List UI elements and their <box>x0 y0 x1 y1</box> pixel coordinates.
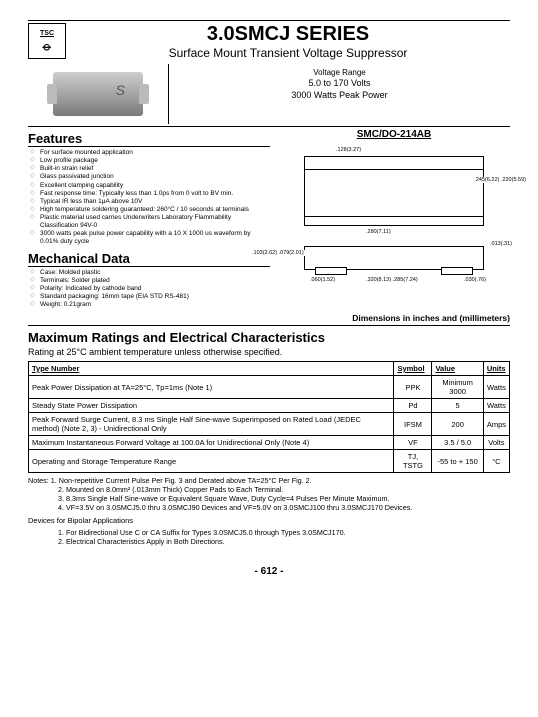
left-column: Features For surface mounted application… <box>28 127 278 323</box>
cell-units: Watts <box>483 399 509 413</box>
table-row: Peak Power Dissipation at TA=25°C, Tp=1m… <box>29 376 510 399</box>
cell-name: Maximum Instantaneous Forward Voltage at… <box>29 436 394 450</box>
table-header-row: Type Number Symbol Value Units <box>29 362 510 376</box>
cell-name: Operating and Storage Temperature Range <box>29 450 394 473</box>
mechanical-item: Weight: 0.21gram <box>30 301 270 309</box>
feature-item: 3000 watts peak pulse power capability w… <box>30 230 270 246</box>
feature-item: For surface mounted application <box>30 149 270 157</box>
feature-item: Glass passivated junction <box>30 173 270 181</box>
rating-note: Rating at 25°C ambient temperature unles… <box>28 347 510 357</box>
bipolar-item: 1. For Bidirectional Use C or CA Suffix … <box>28 528 510 537</box>
main-title: 3.0SMCJ SERIES <box>66 23 510 46</box>
table-row: Steady State Power Dissipation Pd 5 Watt… <box>29 399 510 413</box>
header: TSC ⦵ 3.0SMCJ SERIES Surface Mount Trans… <box>28 20 510 60</box>
mechanical-list: Case: Molded plastic Terminals: Solder p… <box>28 269 270 310</box>
dim-label: .013(.31) <box>489 241 513 247</box>
cell-value: 3.5 / 5.0 <box>432 436 483 450</box>
col-type: Type Number <box>29 362 394 376</box>
package-photo: S <box>28 64 168 124</box>
cell-symbol: VF <box>394 436 432 450</box>
cell-units: Amps <box>483 413 509 436</box>
dim-label: .280(7.11) <box>365 229 392 235</box>
cell-units: °C <box>483 450 509 473</box>
top-info-row: S Voltage Range 5.0 to 170 Volts 3000 Wa… <box>28 64 510 127</box>
voltage-range-line2: 3000 Watts Peak Power <box>169 90 510 102</box>
voltage-range-line1: 5.0 to 170 Volts <box>169 78 510 90</box>
col-units: Units <box>483 362 509 376</box>
divider <box>28 325 510 326</box>
note-item: 2. Mounted on 8.0mm² (.013mm Thick) Copp… <box>28 485 510 494</box>
dim-label: .128(3.27) <box>335 147 362 153</box>
title-block: 3.0SMCJ SERIES Surface Mount Transient V… <box>66 23 510 60</box>
cell-value: -55 to + 150 <box>432 450 483 473</box>
feature-item: Fast response time: Typically less than … <box>30 190 270 198</box>
cell-value: 200 <box>432 413 483 436</box>
mechanical-item: Case: Molded plastic <box>30 269 270 277</box>
brand-logo: TSC ⦵ <box>28 23 66 59</box>
features-list: For surface mounted application Low prof… <box>28 149 270 247</box>
chip-graphic: S <box>53 72 143 116</box>
bipolar-item: 2. Electrical Characteristics Apply in B… <box>28 537 510 546</box>
feature-item: Low profile package <box>30 157 270 165</box>
cell-value: Minimum 3000 <box>432 376 483 399</box>
col-value: Value <box>432 362 483 376</box>
feature-item: Excellent clamping capability <box>30 182 270 190</box>
dim-side-view: .013(.31) .103(2.62) .079(2.01) .060(1.5… <box>304 246 484 270</box>
dimension-drawing: .128(3.27) .245(6.22) .220(5.59) .280(7.… <box>278 140 510 305</box>
lower-section: Features For surface mounted application… <box>28 127 510 323</box>
table-row: Peak Forward Surge Current, 8.3 ms Singl… <box>29 413 510 436</box>
dim-label: .060(1.52) <box>309 277 336 283</box>
table-row: Operating and Storage Temperature Range … <box>29 450 510 473</box>
cell-symbol: TJ, TSTG <box>394 450 432 473</box>
page-number: - 612 - <box>28 566 510 577</box>
dim-label: .103(2.62) .079(2.01) <box>251 250 305 256</box>
right-column: SMC/DO-214AB .128(3.27) .245(6.22) .220(… <box>278 127 510 323</box>
cell-units: Volts <box>483 436 509 450</box>
note-item: 4. VF=3.5V on 3.0SMCJ5.0 thru 3.0SMCJ90 … <box>28 503 510 512</box>
cell-symbol: Pd <box>394 399 432 413</box>
feature-item: Plastic material used carries Underwrite… <box>30 214 270 230</box>
package-name: SMC/DO-214AB <box>278 129 510 140</box>
cell-value: 5 <box>432 399 483 413</box>
mechanical-item: Standard packaging: 16mm tape (EIA STD R… <box>30 293 270 301</box>
cell-name: Steady State Power Dissipation <box>29 399 394 413</box>
table-row: Maximum Instantaneous Forward Voltage at… <box>29 436 510 450</box>
dim-top-view: .128(3.27) .245(6.22) .220(5.59) .280(7.… <box>304 156 484 226</box>
dim-label: .245(6.22) .220(5.59) <box>473 177 527 183</box>
note-item: 1. Non-repetitive Current Pulse Per Fig.… <box>51 476 312 485</box>
notes-lead: Notes: <box>28 476 49 485</box>
voltage-range-block: Voltage Range 5.0 to 170 Volts 3000 Watt… <box>168 64 510 124</box>
cell-symbol: IFSM <box>394 413 432 436</box>
max-ratings-heading: Maximum Ratings and Electrical Character… <box>28 330 510 345</box>
dim-label: .030(.76) <box>463 277 487 283</box>
dimensions-caption: Dimensions in inches and (millimeters) <box>278 313 510 323</box>
col-symbol: Symbol <box>394 362 432 376</box>
cell-name: Peak Forward Surge Current, 8.3 ms Singl… <box>29 413 394 436</box>
feature-item: Typical IR less than 1μA above 10V <box>30 198 270 206</box>
logo-text: TSC <box>40 30 54 37</box>
feature-item: Built-in strain relief <box>30 165 270 173</box>
voltage-range-label: Voltage Range <box>169 68 510 78</box>
mechanical-item: Polarity: Indicated by cathode band <box>30 285 270 293</box>
cell-symbol: PPK <box>394 376 432 399</box>
cell-name: Peak Power Dissipation at TA=25°C, Tp=1m… <box>29 376 394 399</box>
sub-title: Surface Mount Transient Voltage Suppress… <box>66 46 510 60</box>
mechanical-heading: Mechanical Data <box>28 251 270 267</box>
bipolar-notes: 1. For Bidirectional Use C or CA Suffix … <box>28 528 510 546</box>
note-item: 3. 8.3ms Single Half Sine-wave or Equiva… <box>28 494 510 503</box>
mechanical-item: Terminals: Solder plated <box>30 277 270 285</box>
logo-symbol: ⦵ <box>41 38 53 52</box>
ratings-table: Type Number Symbol Value Units Peak Powe… <box>28 361 510 473</box>
notes-block: Notes: 1. Non-repetitive Current Pulse P… <box>28 476 510 512</box>
dim-label: .320(8.13) .285(7.24) <box>365 277 419 283</box>
feature-item: High temperature soldering guaranteed: 2… <box>30 206 270 214</box>
bipolar-heading: Devices for Bipolar Applications <box>28 516 510 525</box>
cell-units: Watts <box>483 376 509 399</box>
features-heading: Features <box>28 131 270 147</box>
